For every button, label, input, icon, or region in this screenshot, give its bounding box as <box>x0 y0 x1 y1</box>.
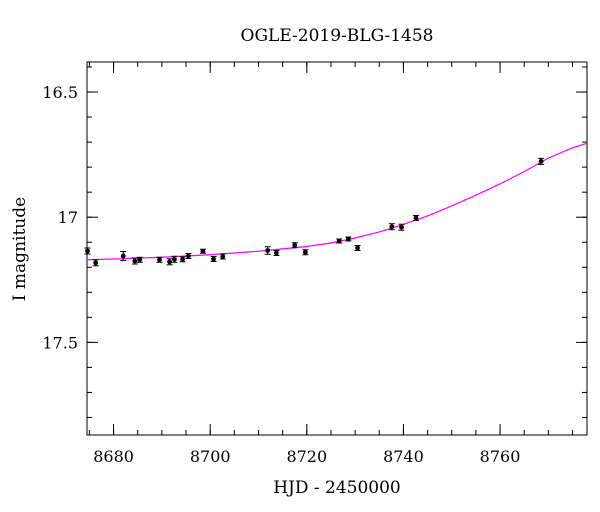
data-point <box>336 238 342 244</box>
data-point <box>137 257 143 263</box>
y-tick-label: 16.5 <box>42 83 78 102</box>
x-tick-label: 8760 <box>480 447 521 466</box>
x-tick-label: 8720 <box>286 447 327 466</box>
plot-frame <box>86 61 588 436</box>
data-point <box>302 249 308 255</box>
data-point <box>180 256 186 262</box>
y-axis-label: I magnitude <box>10 197 30 301</box>
data-point <box>389 224 395 230</box>
x-tick-label: 8740 <box>383 447 424 466</box>
x-tick-label: 8680 <box>93 447 134 466</box>
data-point <box>93 260 99 266</box>
data-point <box>273 250 279 256</box>
data-point <box>132 258 138 264</box>
data-point <box>345 236 351 242</box>
y-tick-label: 17.5 <box>42 333 78 352</box>
x-tick-label: 8700 <box>190 447 231 466</box>
axis-tick-labels: 8680 8700 8720 8740 8760 16.5 17 17.5 <box>42 83 520 466</box>
data-point <box>211 256 216 262</box>
data-point <box>292 242 298 248</box>
data-point <box>200 248 206 254</box>
data-point <box>413 215 419 221</box>
data-point <box>85 248 90 254</box>
axis-ticks <box>87 62 587 435</box>
data-point <box>265 248 271 253</box>
x-axis-label: HJD - 2450000 <box>273 478 401 498</box>
data-point <box>220 254 226 259</box>
data-point <box>399 224 404 230</box>
data-point <box>172 256 177 262</box>
model-curve <box>86 142 588 261</box>
data-point <box>120 253 126 259</box>
y-tick-label: 17 <box>58 208 78 227</box>
data-points <box>84 157 545 267</box>
data-point <box>186 253 191 259</box>
data-point <box>167 259 173 265</box>
data-point <box>157 257 162 263</box>
data-point <box>355 245 360 251</box>
data-point <box>538 158 544 164</box>
chart-title: OGLE-2019-BLG-1458 <box>241 26 434 46</box>
